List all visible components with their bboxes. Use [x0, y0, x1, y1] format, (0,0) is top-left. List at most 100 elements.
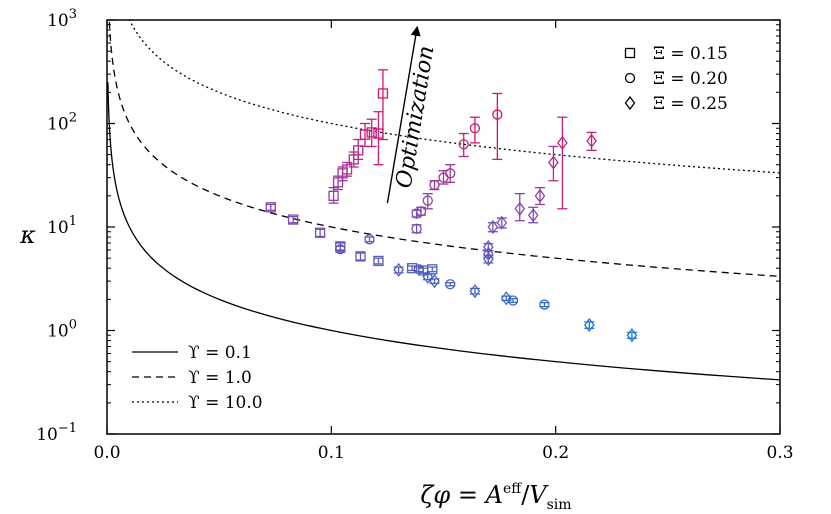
x-tick-label: 0.3 [766, 443, 793, 463]
legend-diamond-marker [624, 95, 636, 111]
data-point-circle [492, 92, 503, 161]
data-point-diamond [469, 284, 481, 299]
circle-marker [458, 139, 469, 150]
data-point-diamond [393, 262, 404, 277]
circle-marker [469, 123, 481, 134]
marker-legend: Ξ = 0.15 Ξ = 0.20 Ξ = 0.25 [624, 44, 728, 114]
diamond-marker [393, 262, 404, 277]
circle-marker [539, 299, 550, 310]
diamond-marker [496, 215, 508, 230]
square-marker [341, 164, 353, 175]
square-marker [366, 127, 377, 138]
upsilon-curves [107, 20, 780, 381]
legend-circle-marker [624, 72, 636, 84]
curve-upsilon-0.1 [107, 82, 780, 381]
optimization-annotation: Optimization [386, 25, 440, 204]
data-point-circle [411, 223, 422, 234]
data-point-square [359, 122, 371, 148]
x-axis-title: ζφ = Aeff/Vsim [420, 481, 571, 513]
data-point-circle [469, 116, 481, 144]
data-point-circle [539, 299, 550, 310]
diamond-marker [586, 133, 597, 148]
circle-marker [335, 244, 346, 255]
circle-marker [445, 168, 456, 179]
data-point-square [288, 214, 299, 225]
circle-marker [422, 195, 433, 206]
data-point-diamond [534, 186, 546, 206]
y-tick-label: 100 [47, 318, 77, 342]
data-point-diamond [527, 206, 539, 224]
data-point-circle [445, 279, 456, 290]
diamond-marker [548, 155, 559, 170]
data-point-diamond [501, 291, 512, 306]
x-tick-label: 0.2 [542, 443, 569, 463]
data-point-square [366, 118, 377, 148]
legend-curve-label: ϒ = 1.0 [188, 368, 252, 388]
circle-marker [492, 109, 503, 120]
legend-square-marker [624, 47, 636, 59]
curve-legend: ϒ = 0.1 ϒ = 1.0 ϒ = 10.0 [132, 343, 263, 413]
data-point-square [373, 255, 384, 267]
axis-ticks: 0.0 0.1 0.2 0.3 10−1 100 101 102 103 [36, 7, 793, 463]
diamond-marker [487, 219, 499, 235]
data-point-diamond [496, 215, 508, 230]
square-marker [359, 129, 371, 140]
data-point-diamond [626, 328, 638, 343]
diamond-marker [429, 274, 440, 289]
data-point-diamond [514, 193, 526, 222]
optimization-arrow [386, 25, 421, 204]
data-point-circle [415, 206, 427, 217]
diamond-marker [527, 208, 539, 223]
data-point-diamond [548, 145, 559, 182]
data-points [265, 69, 638, 343]
square-marker [328, 190, 339, 201]
data-point-diamond [429, 274, 440, 289]
legend-marker-label: Ξ = 0.15 [653, 44, 728, 64]
data-point-square [355, 251, 366, 262]
circle-marker [411, 223, 422, 234]
diamond-marker [514, 201, 526, 216]
legend-marker-label: Ξ = 0.20 [653, 69, 728, 89]
circle-marker [364, 234, 375, 245]
data-point-square [353, 138, 364, 161]
data-point-square [377, 69, 389, 141]
square-marker [355, 251, 366, 262]
data-point-square [328, 186, 339, 204]
data-point-square [265, 202, 276, 213]
diamond-marker [483, 239, 494, 255]
data-point-circle [335, 244, 346, 255]
diamond-marker [557, 135, 568, 150]
square-marker [353, 145, 364, 156]
curve-upsilon-1 [108, 20, 780, 278]
legend-curve-label: ϒ = 0.1 [188, 343, 252, 363]
circle-marker [413, 264, 424, 275]
data-point-square [314, 227, 326, 238]
data-point-circle [458, 132, 469, 158]
curve-upsilon-10 [128, 20, 780, 174]
diamond-marker [483, 246, 494, 261]
circle-marker [429, 179, 440, 191]
data-point-circle [445, 164, 456, 184]
data-point-diamond [586, 131, 597, 152]
data-point-circle [422, 193, 433, 210]
x-tick-label: 0.1 [318, 443, 345, 463]
diamond-marker [584, 317, 595, 333]
data-point-circle [413, 264, 424, 275]
square-marker [265, 202, 276, 213]
data-point-diamond [487, 219, 499, 235]
legend-marker-label: Ξ = 0.25 [653, 94, 728, 114]
diamond-marker [534, 188, 546, 203]
diamond-marker [422, 269, 434, 284]
square-marker [406, 263, 418, 274]
diamond-marker [501, 291, 512, 306]
data-point-diamond [584, 317, 595, 333]
optimization-label: Optimization [392, 44, 440, 190]
x-tick-label: 0.0 [93, 443, 120, 463]
data-point-circle [364, 234, 375, 245]
square-marker [373, 255, 384, 267]
data-point-diamond [557, 116, 568, 210]
y-tick-label: 102 [47, 111, 77, 135]
circle-marker [445, 279, 456, 290]
data-point-circle [429, 179, 440, 191]
